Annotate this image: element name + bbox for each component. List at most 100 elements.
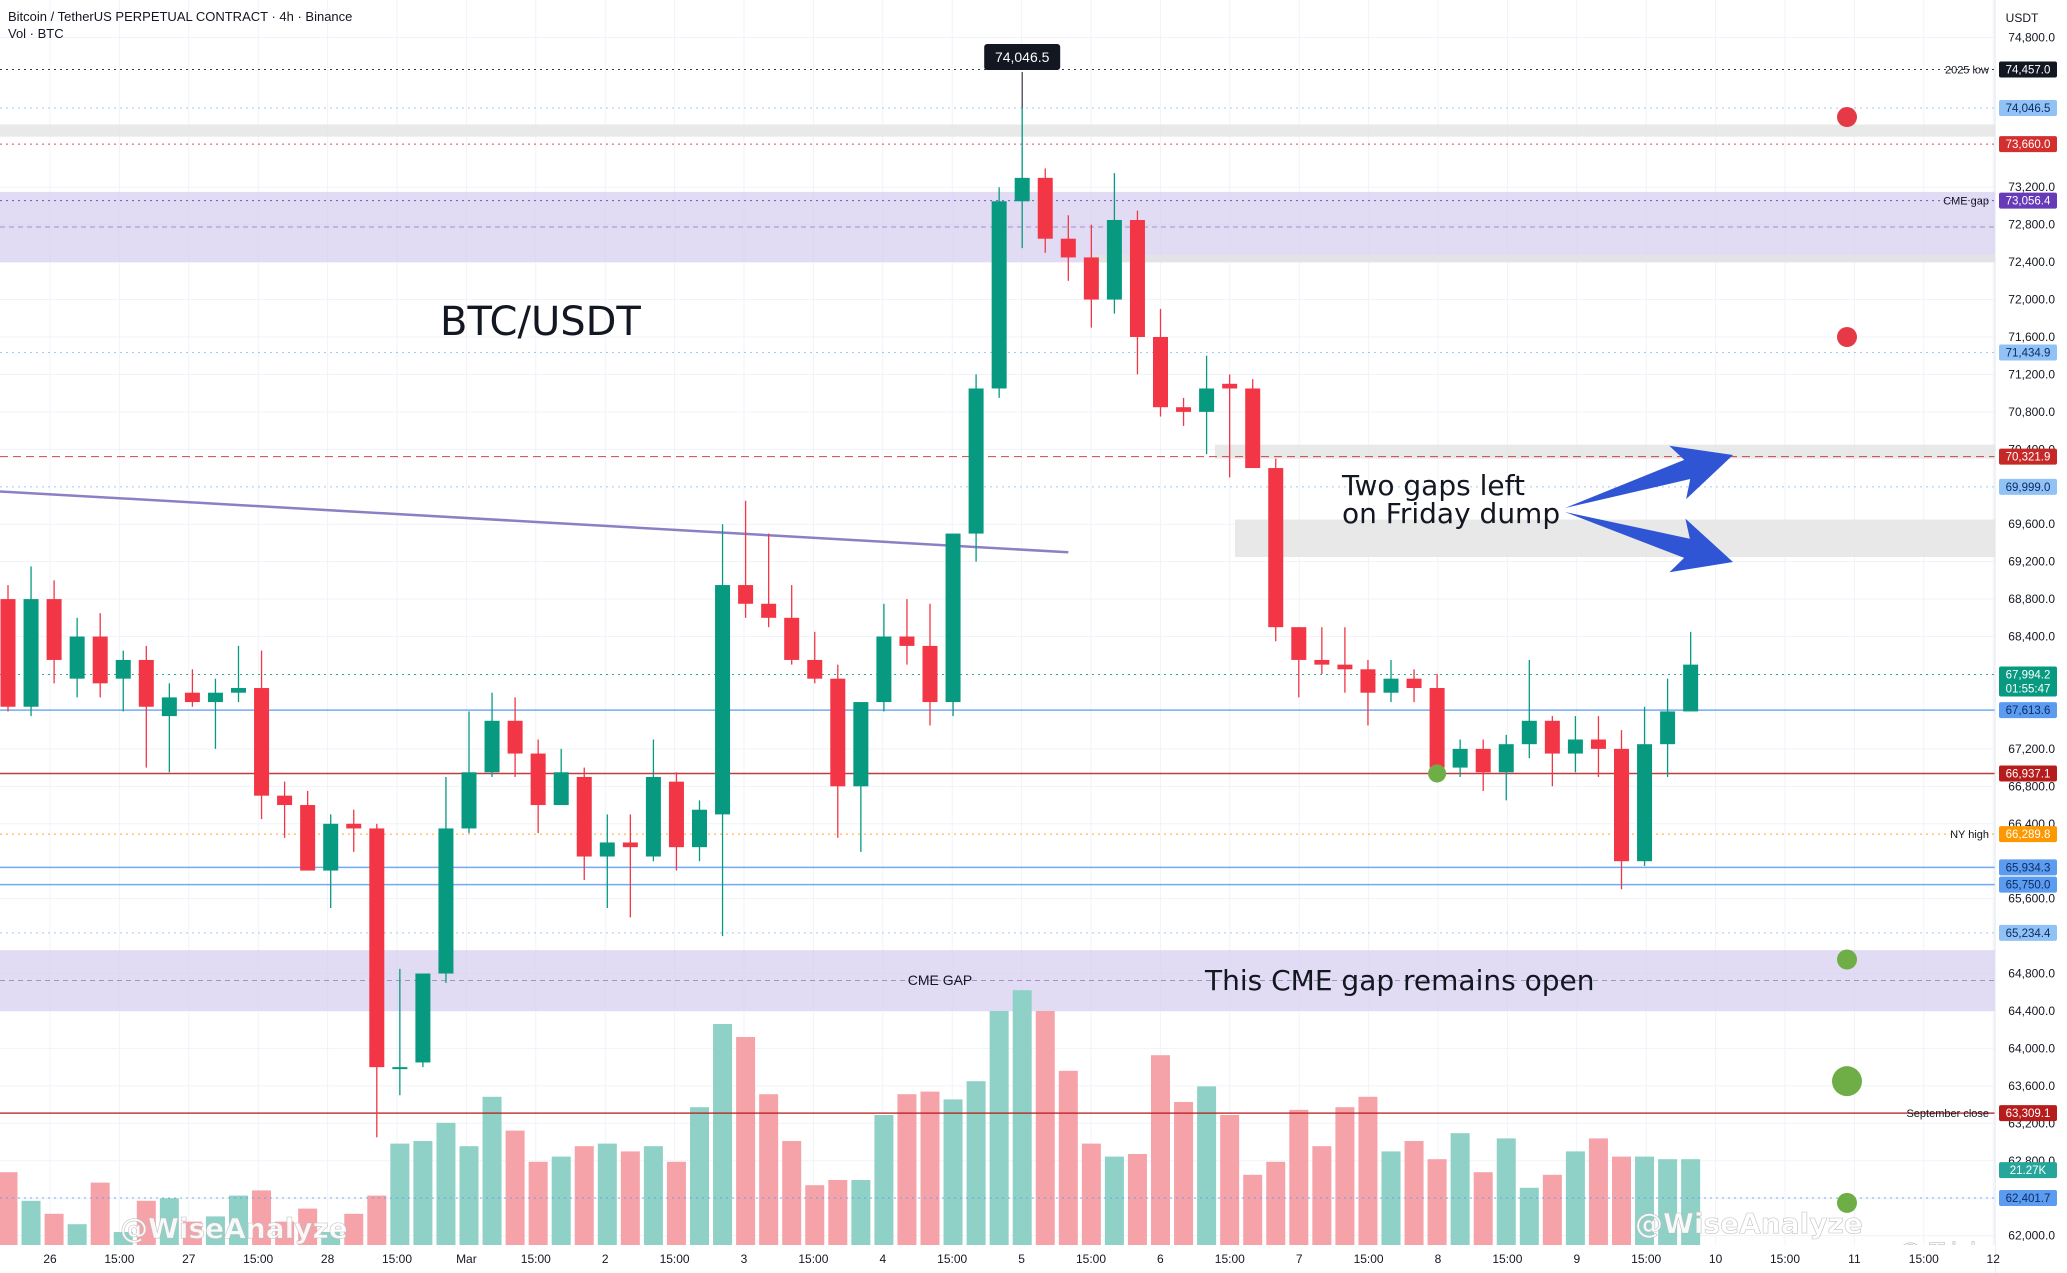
volume-bar	[574, 1146, 594, 1245]
candle-body	[1291, 627, 1307, 660]
volume-bar	[344, 1213, 364, 1245]
chart-header: Bitcoin / TetherUS PERPETUAL CONTRACT · …	[8, 8, 352, 42]
candle-body	[668, 781, 684, 848]
candle-body	[1567, 739, 1583, 754]
price-tick-label: 62,000.0	[2008, 1229, 2055, 1243]
trendline	[0, 490, 1069, 554]
volume-bar	[1450, 1133, 1470, 1245]
candle-body	[692, 809, 707, 848]
cme-gap-label: CME GAP	[908, 972, 973, 988]
volume-bar	[436, 1122, 456, 1245]
price-level-tag	[1999, 99, 2057, 116]
candle-body	[1337, 664, 1353, 670]
time-tick-label: 15:00	[1631, 1252, 1661, 1266]
volume-bar	[851, 1180, 871, 1245]
time-tick-label: 7	[1296, 1252, 1303, 1266]
time-tick-label: 3	[741, 1252, 748, 1266]
volume-bar	[1289, 1109, 1309, 1245]
price-level-value: 69,999.0	[2006, 482, 2051, 494]
price-tick-label: 66,800.0	[2008, 779, 2055, 793]
candle-body	[1268, 468, 1284, 628]
volume-bar	[390, 1143, 410, 1245]
candle-body	[438, 828, 454, 974]
cme-gap-zone	[0, 950, 1995, 1011]
volume-indicator-label[interactable]: Vol · BTC	[8, 26, 64, 41]
price-level-tag-label: 2025 low	[1945, 65, 1989, 77]
candle-body	[115, 659, 131, 679]
candle-body	[876, 636, 892, 703]
candle-body	[231, 688, 246, 693]
volume-bar	[828, 1180, 848, 1245]
price-level-tag	[1999, 876, 2057, 893]
candle-body	[830, 678, 846, 787]
price-tick-label: 67,200.0	[2008, 742, 2055, 756]
two-gaps-note-line1: Two gaps left	[1341, 469, 1525, 502]
candle-body	[1176, 407, 1192, 412]
time-tick-label: 8	[1435, 1252, 1442, 1266]
volume-bar	[182, 1221, 202, 1245]
price-tick-label: 72,800.0	[2008, 218, 2055, 232]
price-tick-label: 69,200.0	[2008, 555, 2055, 569]
volume-bar	[1658, 1159, 1678, 1245]
candle-body	[300, 805, 316, 871]
time-tick-label: 15:00	[1215, 1252, 1245, 1266]
candle-body	[645, 776, 661, 857]
candle-body	[968, 388, 984, 534]
price-level-value: 62,401.7	[2006, 1193, 2051, 1205]
volume-bar	[1312, 1146, 1332, 1245]
candle-body	[1222, 383, 1238, 389]
volume-bar	[643, 1146, 663, 1245]
currency-label[interactable]: USDT	[2006, 11, 2039, 25]
price-level-value: 74,457.0	[2006, 65, 2051, 77]
time-tick-label: Mar	[456, 1252, 477, 1266]
chart-title-annotation: BTC/USDT	[440, 299, 641, 345]
volume-bar	[1496, 1138, 1516, 1245]
volume-bar	[966, 1081, 986, 1245]
volume-bar	[90, 1182, 110, 1245]
candle-body	[392, 1067, 408, 1070]
candle-body	[1060, 238, 1076, 258]
candle-body	[484, 720, 500, 773]
watermark-right: @WiseAnalyze	[1635, 1207, 1863, 1240]
candle-body	[1199, 388, 1215, 412]
candle-body	[69, 636, 85, 679]
candle-body	[1406, 678, 1422, 689]
volume-bar	[321, 1232, 341, 1245]
price-axis[interactable]: USDT 74,800.0 73,200.0 72,800.0 72,400.0 72,0…	[1906, 0, 2067, 1273]
volume-bar	[759, 1094, 779, 1245]
volume-bar	[205, 1216, 225, 1245]
bar-countdown: 01:55:47	[2006, 684, 2051, 696]
time-tick-label: 15:00	[1354, 1252, 1384, 1266]
descending-trendline[interactable]	[0, 490, 1069, 554]
volume-bar	[136, 1200, 156, 1245]
candle-body	[277, 795, 293, 806]
time-axis[interactable]: 26 15:00 27 15:00 28 15:00 Mar 15:00 2 15:00 3 15:0…	[0, 1245, 2000, 1273]
price-level-tag	[1999, 344, 2057, 361]
candle-body	[161, 697, 177, 717]
volume-bar	[528, 1161, 548, 1245]
price-level-tag	[1999, 61, 2057, 78]
price-tick-label: 64,000.0	[2008, 1041, 2055, 1055]
price-tick-label: 72,000.0	[2008, 293, 2055, 307]
volume-bar	[1104, 1156, 1124, 1245]
candle-body	[461, 772, 477, 829]
price-tick-label: 68,400.0	[2008, 630, 2055, 644]
symbol-title[interactable]: Bitcoin / TetherUS PERPETUAL CONTRACT · …	[8, 9, 353, 24]
time-axis-bg	[0, 1245, 1995, 1273]
price-level-tag	[1999, 1105, 2057, 1122]
candle-body	[0, 599, 16, 707]
volume-bar	[920, 1091, 940, 1245]
candle-body	[138, 659, 154, 707]
price-level-value: 63,309.1	[2006, 1108, 2051, 1120]
volume-bar	[551, 1156, 571, 1245]
high-marker-label: 74,046.5	[995, 49, 1050, 65]
candle-body	[576, 776, 592, 857]
gap-edge-strip	[1090, 254, 1995, 263]
candle-body	[1498, 744, 1514, 773]
volume-bar	[1243, 1174, 1263, 1245]
time-tick-label: 15:00	[104, 1252, 134, 1266]
red-target-dot	[1837, 107, 1857, 128]
candle-body	[1037, 177, 1053, 239]
volume-bar	[1151, 1055, 1170, 1245]
